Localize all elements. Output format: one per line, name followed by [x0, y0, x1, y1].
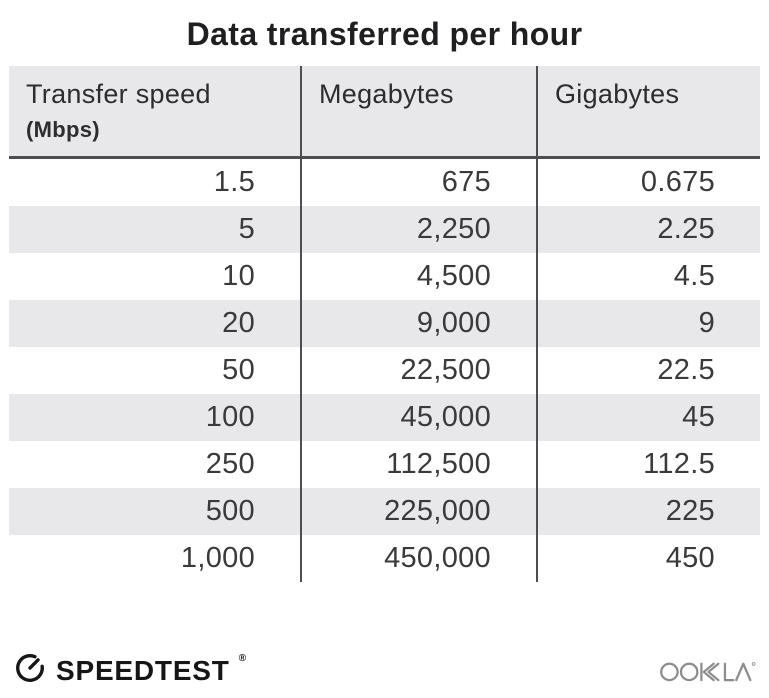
table-cell: 22.5	[657, 354, 715, 386]
table-cell: 50	[9, 347, 302, 394]
table-cell: 9,000	[302, 300, 538, 347]
table-row: 100 45,000 45	[9, 394, 760, 441]
column-header-gigabytes: Gigabytes	[538, 66, 760, 156]
footer: SPEEDTEST ®	[13, 651, 756, 690]
table-cell: 100	[9, 394, 302, 441]
table-cell: 1,000	[9, 535, 302, 582]
table-cell: 10	[9, 253, 302, 300]
speedtest-logo: SPEEDTEST ®	[13, 651, 246, 690]
table-body: 1.5 675 0.675 5 2,250 2.25 10 4,500 4.5 20 9,000 9 5…	[9, 159, 760, 582]
table-row: 1.5 675 0.675	[9, 159, 760, 206]
table-row: 50 22,500 22.5	[9, 347, 760, 394]
speedtest-gauge-icon	[13, 651, 47, 690]
table-cell: 112.5	[643, 448, 715, 480]
data-table: Transfer speed (Mbps) Megabytes Gigabyte…	[9, 66, 760, 582]
table-cell: 450	[665, 542, 715, 574]
table-cell: 45	[682, 401, 715, 433]
table-row: 20 9,000 9	[9, 300, 760, 347]
table-row: 1,000 450,000 450	[9, 535, 760, 582]
table-cell: 225,000	[302, 488, 538, 535]
table-cell: 500	[9, 488, 302, 535]
table-cell: 9	[698, 307, 715, 339]
table-cell: 20	[9, 300, 302, 347]
table-header-row: Transfer speed (Mbps) Megabytes Gigabyte…	[9, 66, 760, 159]
column-header-label: Megabytes	[319, 79, 454, 109]
table-cell: 0.675	[640, 166, 715, 198]
table-cell: 45,000	[302, 394, 538, 441]
table-cell: 675	[302, 159, 538, 206]
column-header-megabytes: Megabytes	[302, 66, 538, 156]
column-header-transfer-speed: Transfer speed (Mbps)	[9, 66, 302, 156]
table-cell: 450,000	[302, 535, 538, 582]
table-cell: 2.25	[657, 213, 715, 245]
table-cell: 2,250	[302, 206, 538, 253]
table-cell: 250	[9, 441, 302, 488]
table-cell: 225	[665, 495, 715, 527]
speedtest-wordmark: SPEEDTEST	[56, 654, 230, 686]
table-row: 250 112,500 112.5	[9, 441, 760, 488]
table-cell: 22,500	[302, 347, 538, 394]
table-row: 10 4,500 4.5	[9, 253, 760, 300]
table-row: 5 2,250 2.25	[9, 206, 760, 253]
table-cell: 112,500	[302, 441, 538, 488]
column-header-label: Transfer speed	[26, 79, 211, 109]
table-cell: 5	[9, 206, 302, 253]
ookla-wordmark-icon	[660, 662, 756, 682]
registered-trademark-icon: ®	[238, 653, 247, 664]
table-row: 500 225,000 225	[9, 488, 760, 535]
table-cell: 4.5	[673, 260, 715, 292]
column-header-sublabel: (Mbps)	[26, 117, 100, 142]
page-title: Data transferred per hour	[186, 16, 583, 52]
ookla-logo	[660, 659, 756, 690]
table-cell: 1.5	[9, 159, 302, 206]
table-cell: 4,500	[302, 253, 538, 300]
column-header-label: Gigabytes	[555, 79, 680, 109]
